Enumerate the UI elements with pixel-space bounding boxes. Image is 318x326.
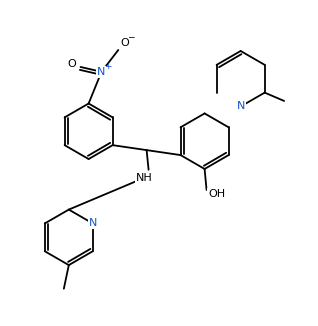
Text: +: + xyxy=(104,62,111,71)
Text: −: − xyxy=(128,33,135,42)
Text: O: O xyxy=(120,38,129,48)
Text: O: O xyxy=(67,59,76,69)
Text: N: N xyxy=(97,67,106,77)
Text: N: N xyxy=(89,218,97,229)
Text: OH: OH xyxy=(208,189,225,199)
Text: N: N xyxy=(237,101,245,111)
Text: NH: NH xyxy=(136,173,153,183)
